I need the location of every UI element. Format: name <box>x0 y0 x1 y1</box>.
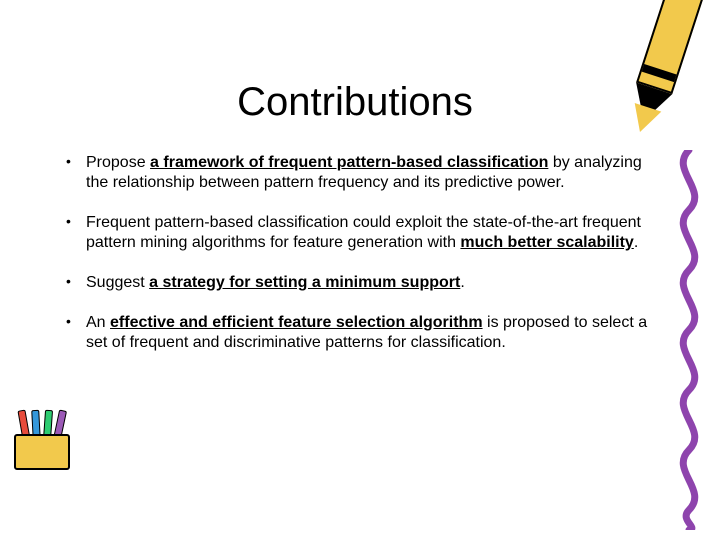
squiggle-icon <box>664 150 714 530</box>
slide: Contributions Propose a framework of fre… <box>0 0 720 540</box>
bullet-item: An effective and efficient feature selec… <box>60 313 650 353</box>
bullet-text-pre: Suggest <box>86 274 149 291</box>
bullet-text-post: . <box>634 234 638 251</box>
crayon-icon <box>605 0 720 147</box>
bullet-text-pre: Propose <box>86 154 150 171</box>
bullet-text-emph: effective and efficient feature selectio… <box>110 314 483 331</box>
bullet-text-emph: much better scalability <box>460 234 633 251</box>
bullet-item: Frequent pattern-based classification co… <box>60 213 650 253</box>
bullet-item: Propose a framework of frequent pattern-… <box>60 153 650 193</box>
bullet-text-emph: a framework of frequent pattern-based cl… <box>150 154 548 171</box>
slide-title: Contributions <box>60 80 650 125</box>
bullet-text-pre: An <box>86 314 110 331</box>
bullet-item: Suggest a strategy for setting a minimum… <box>60 273 650 293</box>
bullet-text-post: . <box>460 274 464 291</box>
bullet-list: Propose a framework of frequent pattern-… <box>60 153 650 353</box>
crayon-box-icon <box>14 400 84 470</box>
bullet-text-emph: a strategy for setting a minimum support <box>149 274 460 291</box>
